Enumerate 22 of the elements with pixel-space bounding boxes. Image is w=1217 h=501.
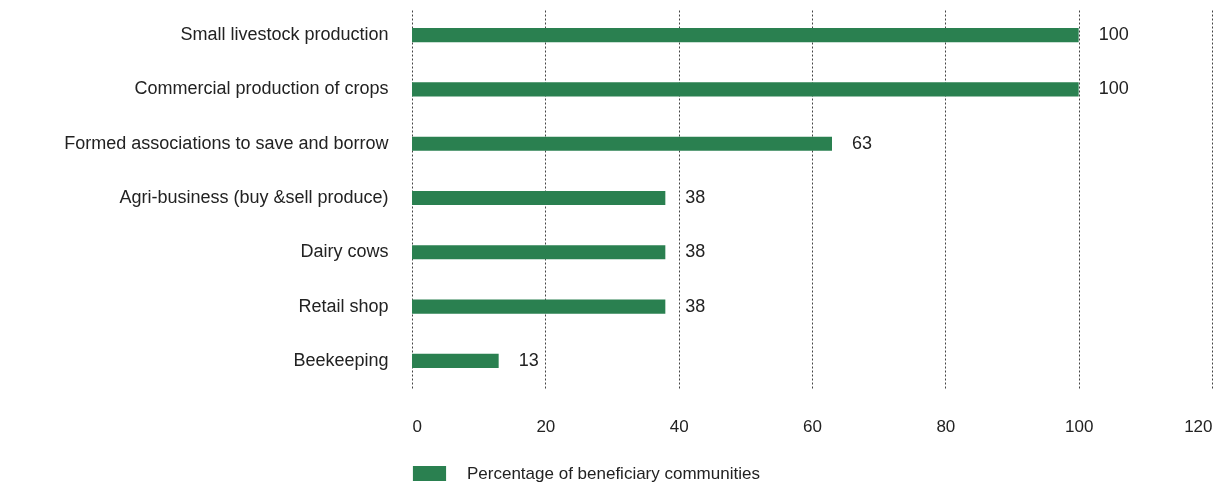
- y-tick-label: Agri-business (buy &sell produce): [119, 187, 389, 207]
- x-tick-label: 60: [803, 416, 822, 436]
- data-label: 100: [1098, 24, 1129, 45]
- data-label: 100: [1098, 78, 1129, 99]
- data-label: 38: [685, 241, 706, 262]
- data-label: 13: [518, 349, 539, 370]
- y-tick-label: Small livestock production: [180, 24, 389, 45]
- x-tick-label: 20: [536, 416, 556, 436]
- x-tick-label: 100: [1064, 416, 1094, 436]
- y-tick-label: Formed associations to save and borrow: [64, 132, 390, 153]
- data-label: 38: [685, 295, 706, 316]
- y-tick-label: Dairy cows: [300, 241, 389, 262]
- x-tick-label: 0: [412, 416, 422, 436]
- x-tick-label: 40: [669, 416, 689, 436]
- data-label: 63: [852, 132, 873, 153]
- y-tick-label: Retail shop: [298, 295, 389, 316]
- legend-label: Percentage of beneficiary communities: [467, 463, 760, 483]
- y-tick-label: Beekeeping: [293, 349, 389, 370]
- x-tick-label: 120: [1184, 416, 1213, 436]
- data-label: 38: [685, 187, 706, 207]
- x-tick-label: 80: [936, 416, 956, 436]
- y-tick-label: Commercial production of crops: [134, 78, 389, 99]
